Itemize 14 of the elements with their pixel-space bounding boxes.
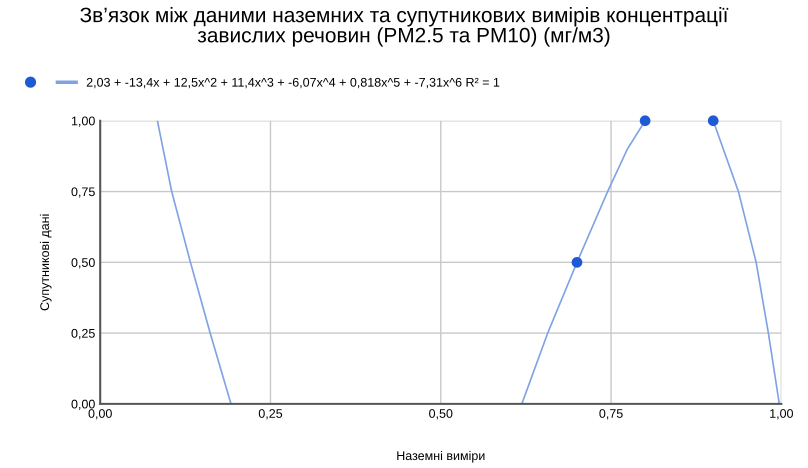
legend-label: 2,03 + -13,4x + 12,5x^2 + 11,4x^3 + -6,07x^4 + 0,818x^5 + -7,31x^6 R² = 1 xyxy=(86,78,500,88)
y-tick-label: 0,50 xyxy=(71,258,95,268)
x-tick-label: 0,25 xyxy=(258,409,282,420)
chart-title: Зв’язок між даними наземних та супутникових вимірів концентрації завислих речовин (PM2.5 та PM10) (мг/м3) xyxy=(80,7,728,47)
x-tick-label: 0,00 xyxy=(88,409,112,420)
x-tick-label: 1,00 xyxy=(770,409,794,420)
y-tick-label: 0,75 xyxy=(71,187,95,198)
y-tick-label: 0,25 xyxy=(71,328,95,340)
x-tick-label: 0,50 xyxy=(429,409,452,420)
y-axis-title: Супутникові дані xyxy=(40,214,52,310)
x-axis-title: Наземні виміри xyxy=(397,450,484,463)
y-tick-label: 0,00 xyxy=(71,400,95,410)
x-tick-label: 0,75 xyxy=(599,409,623,420)
y-tick-label: 1,00 xyxy=(72,116,95,127)
